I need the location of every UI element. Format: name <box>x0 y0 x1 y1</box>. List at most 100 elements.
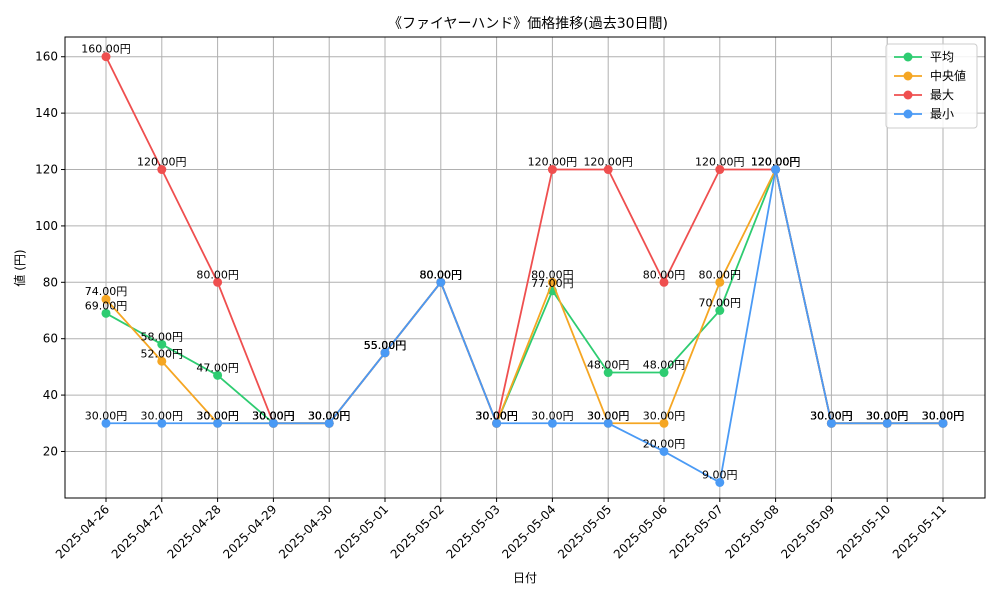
x-tick-label: 2025-04-29 <box>220 502 279 561</box>
y-tick-label: 140 <box>35 106 58 120</box>
data-label: 30.00円 <box>475 409 518 422</box>
data-point-3 <box>436 277 446 287</box>
data-label: 55.00円 <box>364 339 407 352</box>
data-point-3 <box>938 418 948 428</box>
data-point-2 <box>659 277 669 287</box>
data-point-3 <box>771 165 781 175</box>
x-tick-label: 2025-05-02 <box>388 502 447 561</box>
data-point-3 <box>101 418 111 428</box>
data-label: 30.00円 <box>196 409 239 422</box>
x-tick-label: 2025-04-30 <box>276 502 335 561</box>
data-label: 30.00円 <box>866 409 909 422</box>
data-point-1 <box>715 277 725 287</box>
data-label: 30.00円 <box>866 409 909 422</box>
data-point-2 <box>157 165 167 175</box>
data-point-1 <box>659 418 669 428</box>
x-tick-label: 2025-05-01 <box>332 502 391 561</box>
data-label: 80.00円 <box>531 268 574 281</box>
legend-marker <box>903 52 913 62</box>
chart-title: 《ファイヤーハンド》価格推移(過去30日間) <box>388 16 668 32</box>
data-point-2 <box>213 277 223 287</box>
data-label: 30.00円 <box>866 409 909 422</box>
series-line-3 <box>106 169 943 484</box>
data-label: 80.00円 <box>420 268 463 281</box>
data-label: 30.00円 <box>922 409 965 422</box>
y-tick-label: 40 <box>43 388 58 402</box>
data-label: 55.00円 <box>364 339 407 352</box>
data-point-2 <box>547 165 557 175</box>
data-label: 30.00円 <box>810 409 853 422</box>
data-point-0 <box>157 339 167 349</box>
data-label: 80.00円 <box>420 268 463 281</box>
x-tick-label: 2025-04-26 <box>53 502 112 561</box>
data-label: 9.00円 <box>702 468 738 481</box>
data-point-3 <box>826 418 836 428</box>
data-point-1 <box>547 277 557 287</box>
data-label: 30.00円 <box>308 409 351 422</box>
data-point-0 <box>715 305 725 315</box>
data-label: 30.00円 <box>85 409 128 422</box>
data-point-3 <box>213 418 223 428</box>
data-label: 20.00円 <box>643 437 686 450</box>
data-label: 160.00円 <box>81 43 131 56</box>
data-labels: 69.00円 58.00円 47.00円 30.00円 30.00円 55.00円 80.0… <box>81 43 964 482</box>
data-label: 70.00円 <box>699 296 742 309</box>
legend-marker <box>903 71 913 81</box>
data-point-1 <box>157 356 167 366</box>
data-label: 74.00円 <box>85 285 128 298</box>
data-label: 30.00円 <box>475 409 518 422</box>
data-point-3 <box>547 418 557 428</box>
x-tick-label: 2025-05-10 <box>834 502 893 561</box>
x-axis-ticks: 2025-04-262025-04-272025-04-282025-04-29… <box>53 498 949 561</box>
data-label: 30.00円 <box>475 409 518 422</box>
data-label: 120.00円 <box>528 156 578 169</box>
y-tick-label: 80 <box>43 275 58 289</box>
data-label: 48.00円 <box>643 359 686 372</box>
legend-label: 中央値 <box>930 68 966 83</box>
legend-label: 最小 <box>930 107 954 121</box>
data-label: 30.00円 <box>922 409 965 422</box>
legend-label: 平均 <box>930 50 954 64</box>
data-label: 80.00円 <box>196 268 239 281</box>
x-tick-label: 2025-05-06 <box>611 502 670 561</box>
data-label: 30.00円 <box>252 409 295 422</box>
data-label: 120.00円 <box>751 156 801 169</box>
y-axis-title: 値 (円) <box>12 249 27 286</box>
data-label: 48.00円 <box>587 359 630 372</box>
data-point-3 <box>882 418 892 428</box>
legend-box <box>885 43 978 129</box>
legend-label: 最大 <box>930 88 954 102</box>
x-tick-label: 2025-05-11 <box>890 502 949 561</box>
series-layer <box>101 52 948 487</box>
data-label: 58.00円 <box>141 330 184 343</box>
data-label: 120.00円 <box>695 156 745 169</box>
data-label: 30.00円 <box>866 409 909 422</box>
data-label: 30.00円 <box>308 409 351 422</box>
data-point-2 <box>715 165 725 175</box>
y-tick-label: 120 <box>35 163 58 177</box>
data-label: 69.00円 <box>85 299 128 312</box>
data-label: 30.00円 <box>810 409 853 422</box>
legend-marker <box>903 90 913 100</box>
data-label: 30.00円 <box>922 409 965 422</box>
data-label: 30.00円 <box>196 409 239 422</box>
data-label: 30.00円 <box>531 409 574 422</box>
data-label: 30.00円 <box>252 409 295 422</box>
data-label: 80.00円 <box>420 268 463 281</box>
data-label: 120.00円 <box>137 156 187 169</box>
data-point-3 <box>659 446 669 456</box>
y-tick-label: 60 <box>43 332 58 346</box>
y-tick-label: 20 <box>43 444 58 458</box>
data-point-0 <box>659 368 669 378</box>
data-point-0 <box>101 308 111 318</box>
data-label: 77.00円 <box>531 277 574 290</box>
x-tick-label: 2025-04-27 <box>109 502 168 561</box>
data-label: 30.00円 <box>587 409 630 422</box>
data-label: 30.00円 <box>810 409 853 422</box>
data-point-1 <box>101 294 111 304</box>
x-tick-label: 2025-05-05 <box>555 502 614 561</box>
plot-frame <box>64 36 986 499</box>
x-axis-title: 日付 <box>513 571 537 585</box>
